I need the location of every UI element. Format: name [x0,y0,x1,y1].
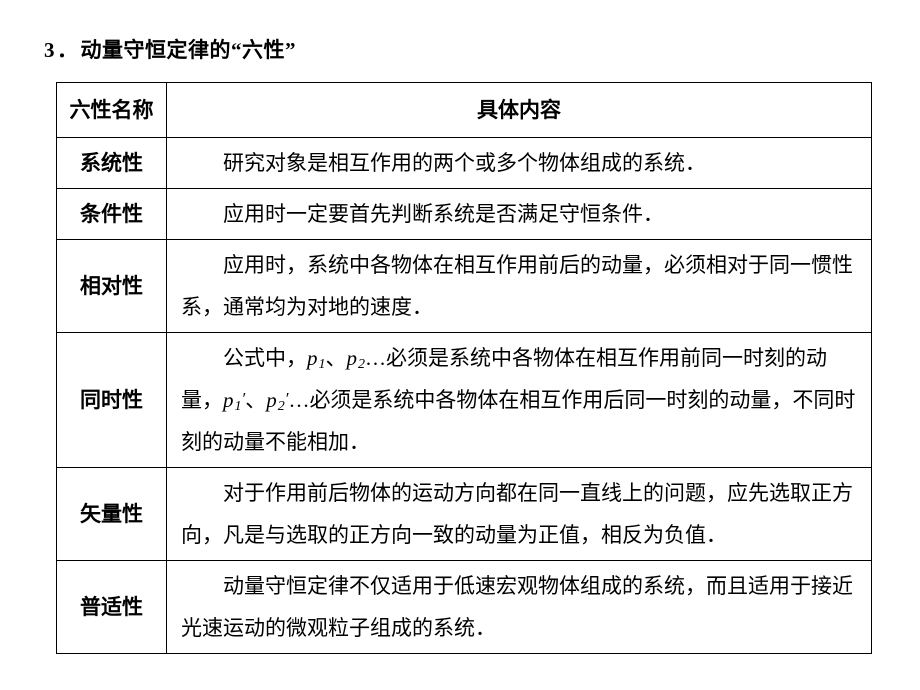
heading-dot: ． [57,38,79,62]
table-row: 普适性 动量守恒定律不仅适用于低速宏观物体组成的系统，而且适用于接近光速运动的微… [57,561,872,654]
row-content: 应用时一定要首先判断系统是否满足守恒条件． [167,189,872,240]
content-text: 应用时，系统中各物体在相互作用前后的动量，必须相对于同一惯性系，通常均为对地的速… [181,253,853,319]
content-text: 应用时一定要首先判断系统是否满足守恒条件． [223,202,664,226]
table-row: 同时性 公式中，p1、p2…必须是系统中各物体在相互作用前同一时刻的动量，p1′… [57,333,872,468]
row-content: 研究对象是相互作用的两个或多个物体组成的系统． [167,138,872,189]
heading-text: 动量守恒定律的“六性” [81,38,297,62]
table-row: 相对性 应用时，系统中各物体在相互作用前后的动量，必须相对于同一惯性系，通常均为… [57,240,872,333]
symbol-p1: p1 [307,346,326,370]
row-name: 条件性 [57,189,167,240]
table-header-row: 六性名称 具体内容 [57,83,872,138]
heading-number: 3 [44,38,55,62]
section-heading: 3．动量守恒定律的“六性” [44,34,872,64]
content-text: 对于作用前后物体的运动方向都在同一直线上的问题，应先选取正方向，凡是与选取的正方… [181,481,853,547]
col-header-content: 具体内容 [167,83,872,138]
row-name: 同时性 [57,333,167,468]
table-row: 系统性 研究对象是相互作用的两个或多个物体组成的系统． [57,138,872,189]
row-content: 对于作用前后物体的运动方向都在同一直线上的问题，应先选取正方向，凡是与选取的正方… [167,468,872,561]
col-header-name: 六性名称 [57,83,167,138]
symbol-separator: 、 [245,388,266,412]
row-content: 公式中，p1、p2…必须是系统中各物体在相互作用前同一时刻的动量，p1′、p2′… [167,333,872,468]
row-name: 矢量性 [57,468,167,561]
content-text: 研究对象是相互作用的两个或多个物体组成的系统． [223,151,706,175]
six-properties-table: 六性名称 具体内容 系统性 研究对象是相互作用的两个或多个物体组成的系统． 条件… [56,82,872,654]
table-row: 矢量性 对于作用前后物体的运动方向都在同一直线上的问题，应先选取正方向，凡是与选… [57,468,872,561]
symbol-separator: 、 [326,346,347,370]
symbol-p2-prime: p2′ [266,388,288,412]
row-content: 动量守恒定律不仅适用于低速宏观物体组成的系统，而且适用于接近光速运动的微观粒子组… [167,561,872,654]
row-name: 系统性 [57,138,167,189]
table-row: 条件性 应用时一定要首先判断系统是否满足守恒条件． [57,189,872,240]
content-text: 动量守恒定律不仅适用于低速宏观物体组成的系统，而且适用于接近光速运动的微观粒子组… [181,574,853,640]
row-content: 应用时，系统中各物体在相互作用前后的动量，必须相对于同一惯性系，通常均为对地的速… [167,240,872,333]
symbol-p2: p2 [347,346,366,370]
row-name: 相对性 [57,240,167,333]
symbol-p1-prime: p1′ [223,388,245,412]
row-name: 普适性 [57,561,167,654]
content-text-prefix: 公式中， [223,346,307,370]
